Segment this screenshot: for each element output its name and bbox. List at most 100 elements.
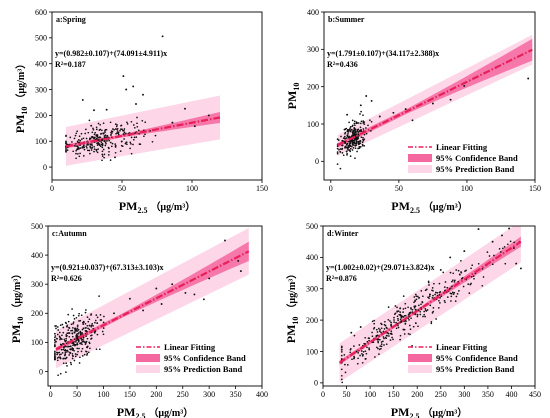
data-point [93,145,96,148]
data-point [57,374,59,377]
data-point [372,327,375,330]
x-tick-label: 150 [388,390,400,399]
data-point [355,130,357,133]
data-point [359,104,362,107]
data-point [95,348,98,351]
data-point [340,354,343,357]
data-point [411,119,414,122]
data-point [353,131,356,134]
data-point [117,132,120,135]
data-point [79,356,81,359]
x-axis-label-unit: （μg/m³） [422,406,467,418]
data-point [66,334,68,337]
data-point [346,113,349,116]
data-point [349,141,351,144]
data-point [425,288,428,291]
data-point [362,114,364,117]
data-point [446,286,449,289]
data-point [471,264,474,267]
data-point [467,283,470,285]
r-squared: R²=0.187 [55,60,86,69]
data-point [86,337,89,340]
data-point [477,228,480,231]
data-point [68,354,71,356]
data-point [352,132,354,134]
data-point [353,334,356,337]
data-point [404,307,407,310]
data-point [155,287,158,290]
data-point [410,307,412,309]
data-point [367,337,370,339]
data-point [69,361,72,364]
data-point [353,139,356,142]
x-tick-label: 300 [203,390,215,399]
data-point [415,322,417,325]
data-point [357,352,360,354]
fit-line [55,250,250,351]
data-point [344,145,347,148]
data-point [98,295,100,297]
data-point [370,99,373,102]
data-point [424,315,426,318]
data-point [368,348,371,351]
data-point [77,350,79,353]
data-point [96,316,99,319]
data-point [114,143,117,145]
data-point [80,138,83,140]
data-point [104,134,107,137]
data-point [96,333,99,336]
data-point [438,299,440,302]
r-squared: R²=0.436 [327,60,358,69]
data-point [389,320,391,322]
legend-confidence-swatch [408,154,432,162]
data-point [115,125,118,128]
legend-prediction-swatch [136,365,160,373]
data-point [142,309,145,312]
data-point [95,314,98,316]
data-point [94,136,96,139]
data-point [121,128,123,131]
data-point [60,386,62,388]
data-point [429,304,432,307]
data-point [386,331,389,334]
data-point [437,307,440,309]
data-point [87,320,90,323]
axes-frame [322,225,536,387]
data-point [70,329,72,332]
data-point [336,163,339,165]
data-point [454,279,456,282]
data-point [365,127,367,129]
data-point [77,340,80,343]
data-point [353,120,356,123]
data-point [224,239,226,242]
y-tick-label: 400 [31,251,43,260]
data-point [364,336,367,339]
data-point [161,35,164,38]
axes-frame [323,11,536,181]
data-point [83,340,85,343]
legend-prediction-swatch [408,365,432,373]
data-point [367,124,369,127]
x-tick-label: 100 [364,390,376,399]
data-point [65,142,67,144]
data-point [438,294,441,296]
data-point [63,349,66,352]
data-point [109,121,112,124]
data-point [67,345,69,348]
data-point [416,315,419,318]
data-point [141,119,144,122]
data-point [90,325,93,328]
data-point [399,338,401,341]
data-point [427,296,429,299]
data-point [75,157,77,160]
data-point [488,255,491,257]
data-point [94,321,96,324]
data-point [359,354,361,357]
data-point [108,139,111,142]
data-point [356,362,359,365]
data-point [463,250,466,253]
data-point [104,144,107,147]
data-point [385,326,388,329]
data-point [383,337,385,340]
data-point [392,111,395,114]
